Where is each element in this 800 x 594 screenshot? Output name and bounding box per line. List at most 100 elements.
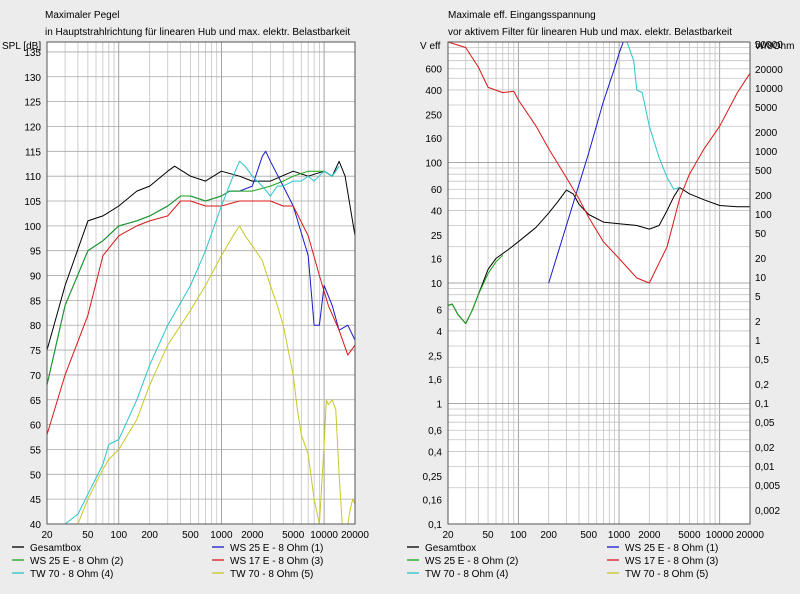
right-tick-label: 20000 xyxy=(755,65,783,76)
y-tick-label: 45 xyxy=(30,495,42,506)
y-tick-label: 110 xyxy=(25,172,41,183)
y-tick-label: 135 xyxy=(24,48,41,59)
y-tick-label: 25 xyxy=(431,231,443,242)
y-tick-label: 400 xyxy=(425,86,442,97)
x-tick-label: 100 xyxy=(510,530,527,541)
y-tick-label: 0,4 xyxy=(428,447,442,458)
y-tick-label: 6 xyxy=(436,306,442,317)
y-tick-label: 1,6 xyxy=(428,375,442,386)
y-tick-label: 250 xyxy=(425,111,442,122)
y-tick-label: 95 xyxy=(30,247,42,258)
right-tick-label: 0,002 xyxy=(755,506,780,517)
y-tick-label: 1 xyxy=(436,400,442,411)
y-tick-label: 105 xyxy=(24,197,41,208)
plot-area xyxy=(47,42,355,524)
legend-label: TW 70 - 8 Ohm (5) xyxy=(625,569,708,580)
legend-label: WS 17 E - 8 Ohm (3) xyxy=(625,556,718,567)
y-tick-label: 0,1 xyxy=(428,520,442,531)
x-tick-label: 20000 xyxy=(736,530,764,541)
right-tick-label: 0,01 xyxy=(755,462,775,473)
series-line-2 xyxy=(548,41,750,284)
x-tick-label: 10000 xyxy=(706,530,734,541)
x-tick-label: 500 xyxy=(580,530,597,541)
y-tick-label: 0,25 xyxy=(423,472,443,483)
y-tick-label: 100 xyxy=(24,222,41,233)
x-tick-label: 200 xyxy=(540,530,557,541)
y-tick-label: 50 xyxy=(30,470,42,481)
right-tick-label: 1000 xyxy=(755,147,778,158)
y-tick-label: 120 xyxy=(24,122,41,133)
right-tick-label: 0,2 xyxy=(755,380,769,391)
chart-title: Maximale eff. Eingangsspannung xyxy=(448,10,596,21)
y-tick-label: 0,6 xyxy=(428,426,442,437)
y-axis-label-left: V eff xyxy=(420,41,441,52)
right-tick-label: 0,005 xyxy=(755,481,780,492)
y-tick-label: 2,5 xyxy=(428,352,442,363)
legend-label: WS 17 E - 8 Ohm (3) xyxy=(230,556,323,567)
y-tick-label: 75 xyxy=(30,346,42,357)
x-tick-label: 20 xyxy=(41,530,53,541)
x-tick-label: 20000 xyxy=(341,530,369,541)
right-tick-label: 0,05 xyxy=(755,418,775,429)
legend-label: WS 25 E - 8 Ohm (2) xyxy=(30,556,123,567)
series-line-3 xyxy=(447,254,504,325)
right-tick-label: 20 xyxy=(755,254,767,265)
y-tick-label: 0,16 xyxy=(423,495,443,506)
legend-label: WS 25 E - 8 Ohm (2) xyxy=(425,556,518,567)
legend-label: TW 70 - 8 Ohm (4) xyxy=(30,569,113,580)
y-tick-label: 115 xyxy=(25,147,41,158)
y-tick-label: 90 xyxy=(30,272,42,283)
plot-frame xyxy=(447,41,751,525)
plot-frame xyxy=(46,41,356,525)
series-line-5 xyxy=(448,41,680,190)
x-tick-label: 1000 xyxy=(608,530,631,541)
y-tick-label: 16 xyxy=(431,254,443,265)
y-tick-label: 160 xyxy=(425,134,442,145)
y-tick-label: 80 xyxy=(30,321,42,332)
right-tick-label: 0,02 xyxy=(755,443,775,454)
right-tick-label: 2000 xyxy=(755,128,778,139)
legend-label: WS 25 E - 8 Ohm (1) xyxy=(230,543,323,554)
chart-subtitle: vor aktivem Filter für linearen Hub und … xyxy=(448,27,732,38)
right-tick-label: 10 xyxy=(755,273,767,284)
max-input-voltage-chart: Maximale eff. Eingangsspannung vor aktiv… xyxy=(407,10,794,580)
y-tick-label: 40 xyxy=(30,520,42,531)
right-tick-label: 100 xyxy=(755,210,772,221)
y-axis-label: SPL [dB] xyxy=(2,41,41,52)
y-axis-label-right: W/8Ohm xyxy=(755,41,794,52)
x-tick-label: 2000 xyxy=(638,530,661,541)
y-tick-label: 4 xyxy=(436,327,442,338)
y-tick-label: 130 xyxy=(24,73,41,84)
chart-title: Maximaler Pegel xyxy=(45,10,119,21)
right-tick-label: 0,5 xyxy=(755,355,769,366)
y-tick-label: 60 xyxy=(431,185,443,196)
y-tick-label: 60 xyxy=(30,421,42,432)
y-tick-label: 85 xyxy=(30,296,42,307)
x-tick-label: 50 xyxy=(82,530,94,541)
legend-label: WS 25 E - 8 Ohm (1) xyxy=(625,543,718,554)
y-tick-label: 125 xyxy=(24,98,41,109)
right-tick-label: 5000 xyxy=(755,103,778,114)
legend-label: TW 70 - 8 Ohm (5) xyxy=(230,569,313,580)
y-tick-label: 70 xyxy=(30,371,42,382)
x-tick-label: 50 xyxy=(482,530,494,541)
right-tick-label: 500 xyxy=(755,166,772,177)
y-tick-label: 65 xyxy=(30,396,42,407)
right-tick-label: 1 xyxy=(755,336,761,347)
right-tick-label: 200 xyxy=(755,191,772,202)
y-tick-label: 100 xyxy=(425,159,442,170)
right-tick-label: 5 xyxy=(755,292,761,303)
y-tick-label: 40 xyxy=(431,206,443,217)
x-tick-label: 100 xyxy=(110,530,127,541)
right-tick-label: 50000 xyxy=(755,40,783,51)
x-tick-label: 5000 xyxy=(678,530,701,541)
legend-label: TW 70 - 8 Ohm (4) xyxy=(425,569,508,580)
chart-subtitle: in Hauptstrahlrichtung für linearen Hub … xyxy=(45,27,350,38)
right-tick-label: 0,1 xyxy=(755,399,769,410)
y-tick-label: 55 xyxy=(30,445,42,456)
y-tick-label: 10 xyxy=(431,279,443,290)
x-tick-label: 1000 xyxy=(210,530,233,541)
series-line-4 xyxy=(447,41,751,284)
x-tick-label: 5000 xyxy=(282,530,305,541)
